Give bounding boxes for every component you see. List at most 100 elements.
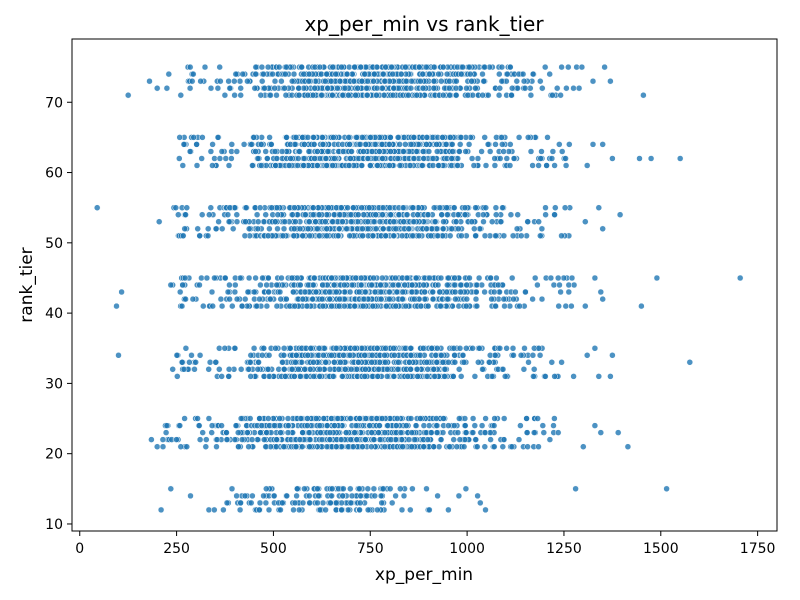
data-point [315,492,322,500]
data-point [237,91,244,99]
data-point [364,77,371,85]
data-point [558,232,565,240]
data-point [359,134,366,141]
data-point [297,415,305,422]
data-point [390,218,398,225]
data-point [459,63,466,71]
data-point [179,162,187,169]
data-point [340,148,347,155]
data-point [520,366,528,373]
data-point [319,141,327,148]
data-point [582,218,589,225]
data-point [354,211,362,218]
data-point [529,162,536,169]
data-point [190,70,197,78]
data-point [562,155,569,162]
data-point [217,77,224,85]
data-point [169,366,176,373]
data-point [339,492,346,500]
data-point [291,225,298,233]
data-point [393,415,401,422]
data-point [338,204,345,211]
data-point [252,274,259,282]
data-point [434,345,441,352]
data-point [235,443,242,450]
data-point [490,288,498,296]
data-point [446,91,453,99]
data-point [438,211,445,218]
data-point [311,155,318,162]
data-point [517,352,525,359]
data-point [377,288,385,296]
data-point [256,295,263,303]
data-point [364,225,372,233]
data-point [306,492,313,500]
data-point [271,77,279,85]
data-point [415,232,423,240]
y-tick-label: 50 [45,236,63,252]
data-point [507,141,514,148]
data-point [283,295,290,303]
data-point [428,345,436,352]
data-point [507,63,514,71]
data-point [457,373,465,380]
x-tick-label: 500 [260,541,287,557]
data-point [440,218,447,225]
data-point [500,232,508,240]
data-point [471,225,478,233]
data-point [244,77,251,85]
data-point [209,162,216,169]
data-point [223,436,231,443]
data-point [372,155,380,162]
data-point [297,281,304,289]
data-point [337,359,344,366]
data-point [327,77,335,85]
data-point [482,506,489,514]
data-point [345,91,352,99]
data-point [499,443,507,450]
data-point [437,436,445,443]
data-point [595,204,603,211]
data-point [591,345,599,352]
data-point [359,232,366,240]
data-point [314,162,321,169]
data-point [260,345,268,352]
data-point [402,141,409,148]
data-point [439,359,447,366]
data-point [463,281,470,289]
data-point [354,84,361,92]
data-point [386,485,394,493]
data-point [236,77,244,85]
data-point [194,225,201,233]
data-point [462,302,470,310]
data-point [175,211,182,218]
data-point [294,485,301,493]
data-point [451,281,458,289]
data-point [167,281,175,289]
data-point [398,506,406,514]
data-point [492,211,500,218]
data-point [455,225,462,233]
data-point [292,134,300,141]
data-point [370,485,378,493]
data-point [324,84,331,92]
data-point [481,63,488,71]
data-point [347,436,354,443]
data-point [208,288,216,296]
data-point [264,232,272,240]
data-point [379,225,387,233]
data-point [414,373,421,380]
data-point [357,63,364,71]
data-point [355,288,363,296]
data-point [338,63,345,71]
data-point [279,232,287,240]
data-point [463,295,471,303]
data-point [478,148,485,155]
data-point [373,84,381,92]
data-point [431,218,439,225]
data-point [433,429,441,436]
data-point [548,155,556,162]
data-point [400,148,407,155]
data-point [224,211,232,218]
data-point [568,274,576,282]
